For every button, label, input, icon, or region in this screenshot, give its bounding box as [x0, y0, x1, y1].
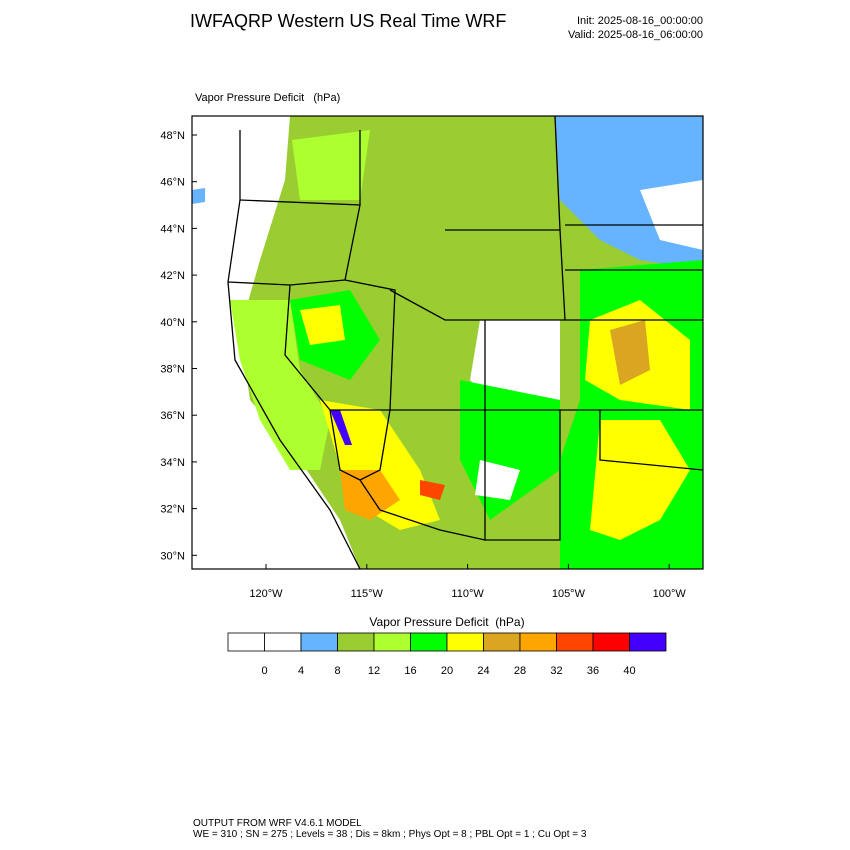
colorbar-box: [519, 632, 557, 652]
colorbar-box: [592, 632, 630, 652]
lat-label: 32°N: [160, 504, 185, 516]
lat-label: 46°N: [160, 177, 185, 189]
map-field: [192, 116, 703, 569]
footer-line2: WE = 310 ; SN = 275 ; Levels = 38 ; Dis …: [193, 829, 587, 840]
field-yellow-nevada: [300, 305, 345, 345]
field-yellow-texas: [590, 420, 690, 540]
colorbar-label: 12: [368, 665, 380, 677]
colorbar-label: 36: [587, 665, 599, 677]
field-red-arizona: [420, 480, 445, 500]
field-label: Vapor Pressure Deficit (hPa): [195, 92, 340, 104]
colorbar-label: 16: [404, 665, 416, 677]
lon-labels: 120°W 115°W 110°W 105°W 100°W: [249, 564, 686, 600]
lon-label: 105°W: [552, 588, 586, 600]
colorbar-label: 32: [550, 665, 562, 677]
lat-label: 34°N: [160, 457, 185, 469]
colorbar-label: 4: [298, 665, 304, 677]
lat-label: 42°N: [160, 270, 185, 282]
lat-label: 36°N: [160, 410, 185, 422]
colorbar-box: [264, 632, 302, 652]
colorbar-box: [373, 632, 411, 652]
state-borders: [227, 116, 703, 569]
lon-label: 100°W: [653, 588, 687, 600]
field-white-west: [192, 116, 360, 569]
colorbar-label: 40: [623, 665, 635, 677]
lat-label: 44°N: [160, 223, 185, 235]
lat-label: 38°N: [160, 364, 185, 376]
field-blue-ocean: [192, 188, 205, 204]
lat-label: 30°N: [160, 550, 185, 562]
field-white-dakota: [640, 180, 703, 250]
title: IWFAQRP Western US Real Time WRF: [190, 11, 506, 31]
init-time: Init: 2025-08-16_00:00:00: [577, 15, 703, 27]
colorbar-box: [410, 632, 448, 652]
field-white-newmexico: [475, 460, 520, 500]
field-north-idaho: [292, 130, 370, 200]
colorbar-label: 24: [477, 665, 489, 677]
colorbar-box: [300, 632, 338, 652]
lat-labels: 48°N 46°N 44°N 42°N 40°N 38°N 36°N 34°N 32°N 30°N: [160, 130, 197, 562]
lat-label: 48°N: [160, 130, 185, 142]
colorbar-box: [337, 632, 375, 652]
colorbar-box: [446, 632, 484, 652]
colorbar: 0 4 8 12 16 20 24 28 32 36 40: [227, 632, 667, 677]
field-violet-valley: [330, 410, 352, 445]
colorbar-title: Vapor Pressure Deficit (hPa): [369, 615, 524, 629]
lon-label: 115°W: [351, 588, 384, 600]
valid-time: Valid: 2025-08-16_06:00:00: [568, 29, 703, 41]
field-wyoming: [440, 225, 560, 320]
colorbar-label: 20: [441, 665, 453, 677]
colorbar-label: 8: [334, 665, 340, 677]
lon-label: 110°W: [451, 588, 484, 600]
lat-label: 40°N: [160, 317, 185, 329]
lon-label: 120°W: [249, 588, 283, 600]
field-california: [230, 300, 330, 470]
colorbar-label: 0: [261, 665, 267, 677]
colorbar-box: [483, 632, 521, 652]
map-frame: [191, 115, 704, 570]
colorbar-box: [629, 632, 667, 652]
footer-line1: OUTPUT FROM WRF V4.6.1 MODEL: [193, 818, 362, 829]
colorbar-box: [556, 632, 594, 652]
colorbar-label: 28: [514, 665, 526, 677]
field-gold-kansas: [610, 320, 650, 385]
colorbar-box: [227, 632, 265, 652]
